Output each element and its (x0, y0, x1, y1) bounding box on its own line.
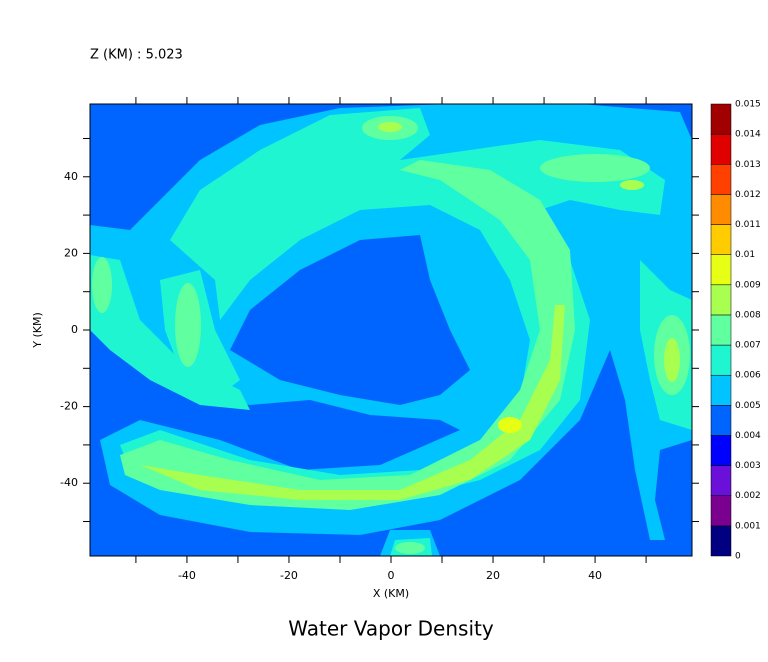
contour-region (175, 283, 201, 367)
y-tick-label: 40 (64, 170, 78, 183)
y-axis-label: Y (KM) (31, 312, 44, 349)
axes: -40 -20 0 20 40 -40 -20 0 20 40 (60, 97, 699, 582)
contour-field (90, 104, 692, 556)
colorbar-label: 0.006 (735, 371, 761, 381)
y-tick-label: -40 (60, 476, 78, 489)
contour-region (620, 180, 644, 190)
colorbar-label: 0.015 (735, 100, 761, 110)
x-axis-label: X (KM) (373, 587, 409, 600)
contour-region (230, 235, 470, 405)
colorbar-label: 0.008 (735, 310, 761, 320)
colorbar-box (710, 405, 732, 436)
y-tick-label: 20 (64, 246, 78, 259)
colorbar-box (710, 284, 732, 316)
colorbar-label: 0.014 (735, 130, 761, 140)
colorbar-box (710, 374, 732, 406)
colorbar-label: 0 (735, 552, 741, 562)
colorbar-box (710, 465, 732, 496)
colorbar-box (710, 103, 732, 135)
colorbar-label: 0.012 (735, 190, 761, 200)
colorbar-box (710, 224, 732, 255)
x-tick-label: 0 (388, 569, 395, 582)
contour-region (140, 305, 565, 500)
colorbar-box (710, 164, 732, 195)
colorbar-label: 0.009 (735, 280, 761, 290)
contour-region (395, 542, 425, 554)
colorbar-box (710, 194, 732, 225)
contour-region (378, 122, 402, 132)
colorbar-label: 0.004 (735, 431, 761, 441)
y-tick-label: 0 (71, 323, 78, 336)
y-tick-label: -20 (60, 400, 78, 413)
x-tick-label: -40 (178, 569, 196, 582)
colorbar-label: 0.01 (735, 250, 755, 260)
contour-region (90, 255, 250, 410)
colorbar-box (710, 344, 732, 376)
x-tick-label: 20 (486, 569, 500, 582)
colorbar-label: 0.002 (735, 491, 761, 501)
x-tick-label: -20 (280, 569, 298, 582)
subtitle: Z (KM) : 5.023 (90, 48, 183, 63)
colorbar-box (710, 495, 732, 527)
colorbar-box (710, 435, 732, 466)
x-tick-label: 40 (588, 569, 602, 582)
colorbar-label: 0.013 (735, 160, 761, 170)
colorbar-label: 0.011 (735, 220, 761, 230)
contour-region (92, 257, 112, 313)
colorbar-label: 0.003 (735, 461, 761, 471)
colorbar-label: 0.007 (735, 341, 761, 351)
contour-region (540, 154, 650, 182)
colorbar-label: 0.001 (735, 521, 761, 531)
colorbar-box (710, 525, 732, 557)
colorbar-box (710, 133, 732, 165)
chart-title: Water Vapor Density (288, 617, 494, 641)
colorbar: 0 0.001 0.002 0.003 0.004 0.005 0.006 0.007 0.00… (710, 100, 761, 562)
contour-region (664, 338, 680, 382)
colorbar-label: 0.005 (735, 401, 761, 411)
colorbar-box (710, 314, 732, 346)
colorbar-box (710, 254, 732, 286)
contour-region (498, 417, 522, 433)
